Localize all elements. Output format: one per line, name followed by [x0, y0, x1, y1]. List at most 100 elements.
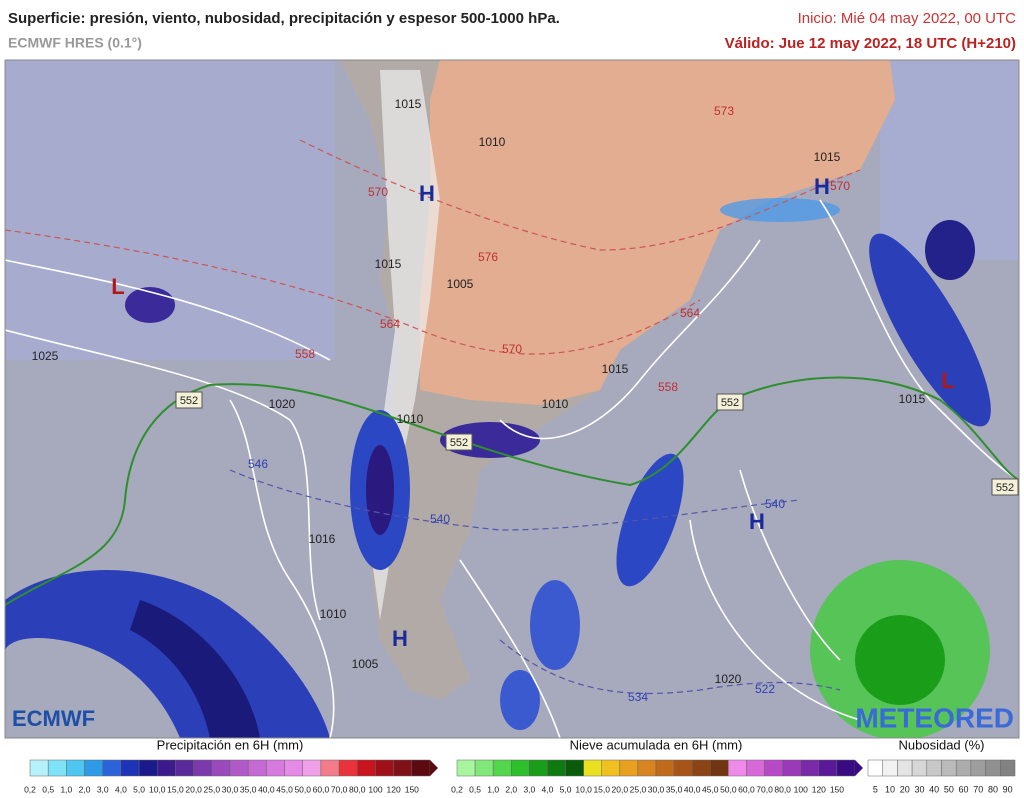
legend-tick: 90 — [1003, 784, 1013, 794]
thickness-552-line — [5, 376, 1019, 606]
thickness-line-label: 552 — [716, 393, 744, 411]
thickness-label: 546 — [248, 457, 268, 471]
legend-swatch — [84, 759, 103, 777]
legend-tick: 45,0 — [702, 784, 719, 794]
legend-tick: 1,0 — [60, 784, 72, 794]
pressure-center: H — [419, 181, 435, 206]
legend-title: Nieve acumulada en 6H (mm) — [570, 737, 743, 752]
isobar-label: 1020 — [269, 397, 296, 411]
label-text: 552 — [996, 482, 1014, 494]
map-labels: H H H H L L 1015 1010 1015 1005 1025 1020 1015 1010 10… — [32, 97, 1019, 704]
legend-swatch — [970, 759, 986, 777]
legend-swatch — [102, 759, 122, 777]
legend-swatch — [456, 759, 476, 777]
thickness-lines — [5, 139, 861, 355]
legend-swatch — [637, 759, 657, 777]
legend-tick: 150 — [830, 784, 844, 794]
isobar-label: 1010 — [542, 397, 569, 411]
legend-tick: 10,0 — [149, 784, 166, 794]
legend-swatch — [29, 759, 49, 777]
thickness-label: 558 — [658, 380, 678, 394]
legend-swatch — [375, 759, 394, 777]
legend-swatch — [800, 759, 820, 777]
legend-tick: 20,0 — [185, 784, 202, 794]
legend-swatch — [601, 759, 621, 777]
snow-core — [855, 615, 945, 705]
legend-swatch — [728, 759, 747, 777]
legend-tick: 60,0 — [313, 784, 330, 794]
legend-swatch — [175, 759, 194, 777]
legend-tick: 80,0 — [774, 784, 791, 794]
legend-tick: 10,0 — [575, 784, 592, 794]
isobar-label: 1015 — [375, 257, 402, 271]
legend-swatch — [302, 759, 322, 777]
thickness-label: 573 — [714, 104, 734, 118]
thickness-label: 576 — [478, 250, 498, 264]
legend-title: Nubosidad (%) — [899, 737, 985, 752]
legend-tick: 0,2 — [451, 784, 463, 794]
init-time: Inicio: Mié 04 may 2022, 00 UTC — [798, 10, 1017, 27]
valid-time: Válido: Jue 12 may 2022, 18 UTC (H+210) — [725, 35, 1016, 52]
legend-tick: 70,0 — [331, 784, 348, 794]
isobar-label: 1015 — [814, 150, 841, 164]
legend-tick: 50,0 — [720, 784, 737, 794]
legend-tick: 30,0 — [648, 784, 665, 794]
thickness-lines-cold — [229, 469, 841, 695]
legend-tick: 120 — [387, 784, 401, 794]
legend-swatch — [655, 759, 675, 777]
legend-tick: 100 — [794, 784, 808, 794]
legend-tick: 40,0 — [258, 784, 275, 794]
legend-swatch — [583, 759, 602, 777]
legend-swatch — [157, 759, 176, 777]
map — [5, 60, 1019, 738]
legend-tick: 4,0 — [542, 784, 554, 794]
legend-swatch — [393, 759, 413, 777]
precip-core — [925, 220, 975, 280]
legend-swatch — [529, 759, 548, 777]
legend-swatch — [284, 759, 303, 777]
legend-swatch — [897, 759, 913, 777]
model: ECMWF HRES (0.1°) — [8, 35, 142, 51]
logo-ecmwf: ECMWF — [12, 706, 95, 731]
isobar-label: 1005 — [352, 657, 379, 671]
legend-swatch — [357, 759, 376, 777]
legend-tick: 100 — [368, 784, 382, 794]
legend-tick: 35,0 — [240, 784, 257, 794]
legend-swatch — [782, 759, 801, 777]
legend-swatch — [746, 759, 765, 777]
legend-swatch — [338, 759, 358, 777]
legend-swatch — [266, 759, 285, 777]
thickness-label: 540 — [765, 497, 785, 511]
legend-arrow — [430, 760, 438, 776]
label-box — [175, 391, 203, 409]
legend-tick: 0,5 — [42, 784, 54, 794]
legend-tick: 5 — [873, 784, 878, 794]
legend-tick: 70 — [973, 784, 983, 794]
legend-swatch — [547, 759, 566, 777]
isobar-label: 1010 — [397, 412, 424, 426]
legend-tick: 20,0 — [612, 784, 629, 794]
legend-tick: 25,0 — [204, 784, 221, 794]
legend-tick: 150 — [405, 784, 419, 794]
thickness-label: 522 — [755, 682, 775, 696]
thickness-line-label: 552 — [445, 433, 473, 451]
legend-tick: 50 — [944, 784, 954, 794]
legend-tick: 5,0 — [560, 784, 572, 794]
label-box — [716, 393, 744, 411]
warm-land — [420, 60, 895, 405]
legend-title: Precipitación en 6H (mm) — [157, 737, 304, 752]
legend-swatch — [120, 759, 140, 777]
legend-swatch — [565, 759, 584, 777]
legend-swatch — [411, 759, 431, 777]
legend-tick: 15,0 — [167, 784, 184, 794]
legend-swatch — [211, 759, 231, 777]
precip-area — [530, 580, 580, 670]
legend-tick: 50,0 — [294, 784, 311, 794]
thickness-line-label: 552 — [991, 478, 1019, 496]
precip-area — [869, 233, 991, 427]
legend-swatch — [710, 759, 729, 777]
label-text: 552 — [450, 437, 468, 449]
legend-swatch — [926, 759, 942, 777]
map-frame — [4, 59, 1020, 739]
